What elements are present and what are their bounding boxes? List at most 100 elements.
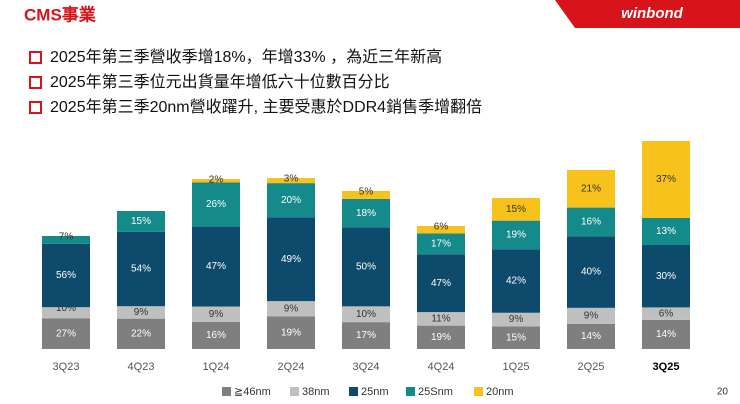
bar-segment <box>42 318 90 349</box>
legend-label: 38nm <box>302 386 330 398</box>
bar-segment <box>417 226 465 234</box>
data-label: 3% <box>284 174 299 185</box>
x-tick-label: 3Q24 <box>353 361 380 373</box>
data-label: 16% <box>206 330 226 341</box>
data-label: 30% <box>656 271 676 282</box>
data-label: 17% <box>356 330 376 341</box>
data-label: 2% <box>209 175 224 186</box>
data-label: 20% <box>281 195 301 206</box>
bar-segment <box>417 325 465 349</box>
bar-segment <box>492 198 540 221</box>
data-label: 56% <box>56 270 76 281</box>
data-label: 10% <box>356 309 376 320</box>
bar-segment <box>342 322 390 349</box>
data-label: 11% <box>431 314 450 325</box>
slide-title: CMS事業 <box>24 4 96 24</box>
bar-segment <box>267 301 315 317</box>
legend-label: 25nm <box>361 386 389 398</box>
bar-segment <box>642 217 690 245</box>
bar-segment <box>417 233 465 255</box>
data-label: 7% <box>59 232 74 243</box>
bar-segment <box>567 307 615 324</box>
data-label: 9% <box>509 314 524 325</box>
bar-segment <box>192 306 240 322</box>
x-tick-label: 4Q24 <box>428 361 455 373</box>
bullet-box <box>29 51 42 64</box>
data-label: 15% <box>131 216 151 227</box>
data-label: 13% <box>656 226 676 237</box>
legend-label: 20nm <box>486 386 514 398</box>
bar-segment <box>492 249 540 313</box>
x-tick-label: 3Q25 <box>653 361 680 373</box>
data-label: 15% <box>506 204 526 215</box>
bar-segment <box>417 312 465 326</box>
bar-segment <box>42 236 90 244</box>
x-tick-label: 3Q23 <box>53 361 80 373</box>
data-label: 21% <box>581 183 601 194</box>
bar-segment <box>642 307 690 320</box>
data-label: 18% <box>356 208 376 219</box>
bar-segment <box>642 319 690 349</box>
legend-swatch <box>474 387 483 396</box>
data-label: 54% <box>131 264 151 275</box>
bar-segment <box>567 207 615 237</box>
bar-segment <box>642 245 690 308</box>
logo-banner <box>555 0 740 28</box>
bar-segment <box>342 198 390 228</box>
data-label: 5% <box>359 187 374 198</box>
bar-segment <box>117 318 165 349</box>
legend-swatch <box>290 387 299 396</box>
x-tick-label: 1Q25 <box>503 361 530 373</box>
bar-segment <box>492 326 540 349</box>
legend-label: 25Snm <box>418 386 453 398</box>
bar-segment <box>342 191 390 199</box>
data-label: 27% <box>56 328 76 339</box>
bullet-box <box>29 101 42 114</box>
bar-segment <box>117 231 165 307</box>
x-tick-label: 2Q24 <box>278 361 305 373</box>
bar-segment <box>492 220 540 250</box>
bar-segment <box>192 182 240 227</box>
bar-segment <box>117 211 165 232</box>
data-label: 14% <box>656 329 676 340</box>
data-label: 10% <box>56 303 76 314</box>
legend-swatch <box>406 387 415 396</box>
x-tick-label: 1Q24 <box>203 361 230 373</box>
bar-segment <box>42 307 90 319</box>
logo: winbond <box>621 5 683 22</box>
legend-swatch <box>349 387 358 396</box>
data-label: 50% <box>356 261 376 272</box>
bar-segment <box>267 183 315 218</box>
x-tick-label: 4Q23 <box>128 361 155 373</box>
legend-label: ≧46nm <box>234 386 271 398</box>
data-label: 9% <box>584 311 599 322</box>
bullet-text: 2025年第三季營收季增18%，年增33% ，為近三年新高 <box>50 48 442 66</box>
data-label: 40% <box>581 267 601 278</box>
data-label: 26% <box>206 199 226 210</box>
bar-segment <box>192 321 240 349</box>
x-tick-label: 2Q25 <box>578 361 605 373</box>
bar-segment <box>267 316 315 349</box>
data-label: 15% <box>506 332 526 343</box>
bar-segment <box>417 254 465 313</box>
data-label: 17% <box>431 238 451 249</box>
bullet-box <box>29 76 42 89</box>
bar-segment <box>492 312 540 327</box>
data-label: 19% <box>506 230 526 241</box>
data-label: 19% <box>281 327 301 338</box>
data-label: 42% <box>506 276 526 287</box>
page-number: 20 <box>717 387 729 398</box>
data-label: 19% <box>431 332 451 343</box>
data-label: 9% <box>134 307 149 318</box>
bar-segment <box>267 178 315 184</box>
bar-segment <box>342 306 390 323</box>
data-label: 9% <box>284 303 299 314</box>
data-label: 16% <box>581 217 601 228</box>
bar-segment <box>192 179 240 183</box>
bullet-text: 2025年第三季20nm營收躍升, 主要受惠於DDR4銷售季增翻倍 <box>50 98 482 116</box>
bar-segment <box>567 236 615 308</box>
bar-segment <box>567 170 615 208</box>
data-label: 47% <box>431 278 451 289</box>
